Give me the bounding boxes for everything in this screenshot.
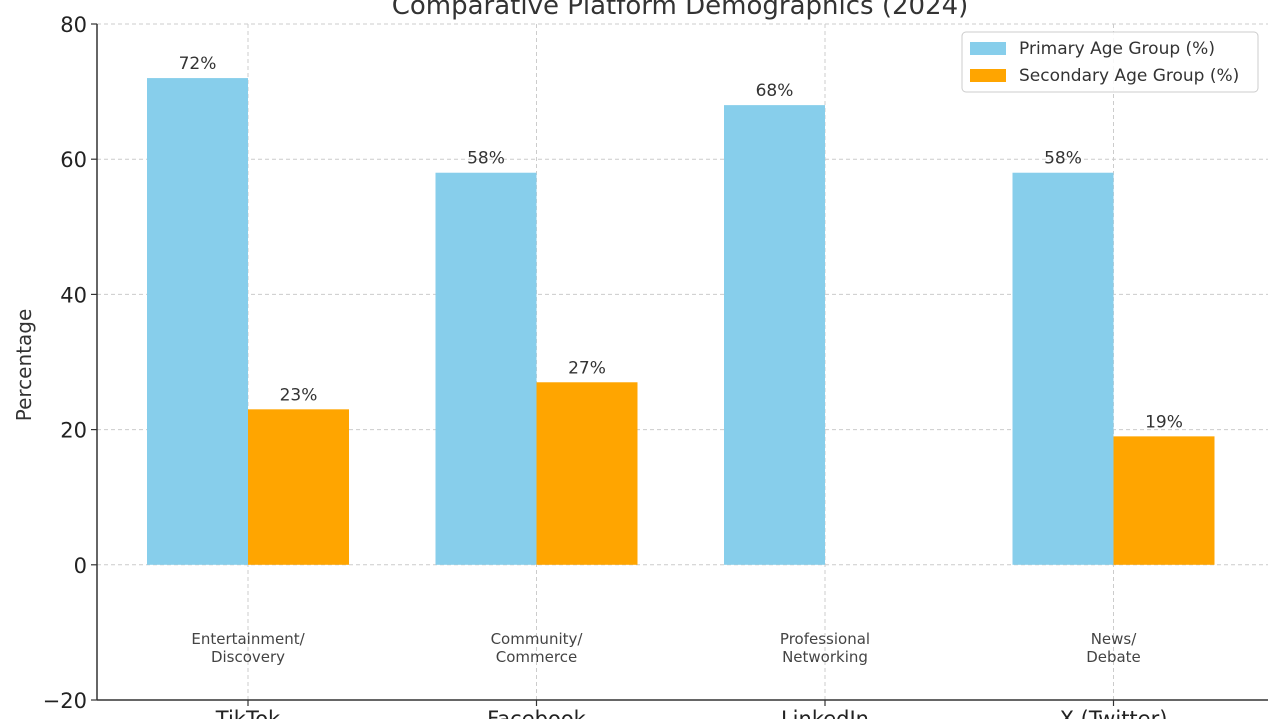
- y-tick-label: −20: [43, 689, 87, 713]
- bar-secondary: [536, 382, 638, 565]
- bar-value-labels: 72% 58% 68% 58% 23% 27% 19%: [179, 54, 1183, 432]
- axes: −20 0 20 40 60 80 TikTok Facebook LinkedIn X (Twi…: [43, 13, 1268, 719]
- category-note: Networking: [782, 648, 868, 666]
- category-note: Commerce: [496, 648, 577, 666]
- category-notes: Entertainment/Discovery Community/Commerc…: [191, 630, 1140, 666]
- legend-swatch: [970, 42, 1006, 55]
- bar-value-label: 23%: [280, 385, 318, 405]
- category-note: Entertainment/: [191, 630, 305, 648]
- x-tick-label: TikTok: [215, 707, 281, 719]
- bar-primary: [1012, 172, 1114, 565]
- legend-label: Secondary Age Group (%): [1019, 66, 1239, 86]
- chart-title: Comparative Platform Demographics (2024): [392, 0, 969, 21]
- bar-primary: [147, 78, 248, 565]
- category-note: Discovery: [211, 648, 285, 666]
- bar-primary: [724, 105, 825, 565]
- bar-value-label: 72%: [179, 54, 217, 74]
- bar-primary: [435, 172, 537, 565]
- category-note: News/: [1091, 630, 1138, 648]
- category-note: Professional: [780, 630, 870, 648]
- bar-value-label: 58%: [467, 149, 505, 169]
- bar-value-label: 19%: [1145, 412, 1183, 432]
- x-tick-label: LinkedIn: [781, 707, 869, 719]
- bar-secondary: [248, 409, 349, 565]
- category-note: Community/: [491, 630, 584, 648]
- bar-value-label: 58%: [1044, 149, 1082, 169]
- y-tick-label: 60: [60, 148, 87, 172]
- legend: Primary Age Group (%) Secondary Age Group…: [961, 31, 1259, 93]
- y-tick-label: 20: [60, 419, 87, 443]
- y-axis-label: Percentage: [12, 309, 36, 422]
- legend-box: [961, 31, 1259, 93]
- y-tick-label: 40: [60, 283, 87, 307]
- x-tick-label: X (Twitter): [1060, 707, 1168, 719]
- bar-value-label: 27%: [568, 358, 606, 378]
- bar-value-label: 68%: [756, 81, 794, 101]
- y-tick-label: 80: [60, 13, 87, 37]
- legend-label: Primary Age Group (%): [1019, 39, 1215, 59]
- bar-secondary: [1113, 436, 1215, 565]
- x-tick-label: Facebook: [487, 707, 587, 719]
- category-note: Debate: [1086, 648, 1141, 666]
- y-tick-label: 0: [74, 554, 87, 578]
- legend-swatch: [970, 69, 1006, 82]
- bars: [147, 78, 1215, 565]
